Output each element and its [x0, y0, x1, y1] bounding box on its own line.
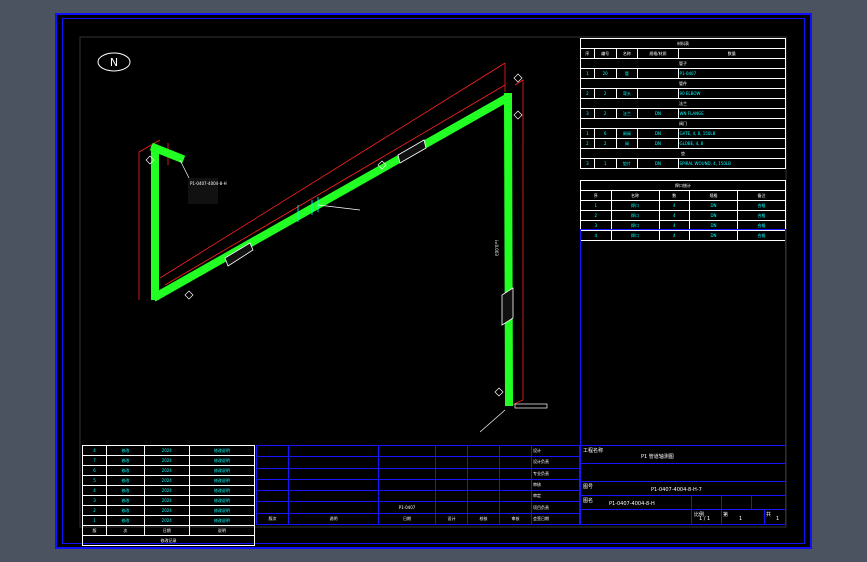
valves	[224, 139, 514, 326]
north-arrow-icon: N	[97, 52, 131, 72]
leader-lines	[179, 159, 548, 433]
scale-value: 1 / 1	[699, 516, 711, 522]
flange-icon	[297, 197, 319, 222]
table-row: 1 修改 2024 修改说明	[82, 515, 256, 526]
table-row: 2 修改 2024 修改说明	[82, 505, 256, 516]
table-row: 4 修改 2024 修改说明	[82, 445, 256, 456]
table-row: 6 修改 2024 修改说明	[82, 465, 256, 476]
drawing-border	[62, 18, 805, 544]
slope-label: i=0.003	[494, 240, 499, 256]
table-row: 3 2 法兰 DN WN FLANGE	[580, 108, 787, 119]
table-row: 1 焊口 4 DN 合格	[580, 200, 786, 211]
weld-markers	[145, 73, 523, 397]
table-row: 4 焊口 4 DN 合格	[580, 230, 786, 241]
revision-table: 4 修改 2024 修改说明 7 修改 2024 修改说明 6 修改 2024 修改说明 5 修改 2…	[82, 445, 256, 546]
table-row: 2 2 弯头 90 ELBOW	[580, 88, 787, 99]
dimension-lines	[138, 62, 524, 406]
north-label: N	[110, 56, 118, 69]
pipe-tag-box	[188, 178, 218, 204]
drawing-number: P1-0407-4004-8-H-7	[651, 487, 702, 493]
material-table: 材料表 序编号 名称 规格/材质 数量 管子 1 20 管 P1-0407 管件 2 2 弯头 9…	[580, 38, 787, 169]
table-row: 2 2 阀 DN GLOBE, 4, 8	[580, 138, 787, 149]
drawing-title: P1 管道轴测图	[641, 454, 674, 460]
pipe-route	[149, 92, 514, 407]
table-row: 3 修改 2024 修改说明	[82, 495, 256, 506]
pipe-tag: P1-0407-4004-8-H	[190, 181, 227, 186]
valve-icon	[397, 139, 427, 164]
table-row: 5 修改 2024 修改说明	[82, 475, 256, 486]
notes-area	[580, 229, 786, 445]
table-row: 1 6 闸阀 DN GATE, 4, 8, 150LB	[580, 128, 787, 139]
drawing-frame	[79, 36, 787, 528]
table-row: 7 修改 2024 修改说明	[82, 455, 256, 466]
valve-icon	[501, 287, 514, 326]
table-row: 3 1 垫片 DN SPIRAL WOUND, 4, 150LB	[580, 158, 787, 169]
table-row: 1 20 管 P1-0407	[580, 68, 787, 79]
title-block: 工程名称 P1 管道轴测图 图号 P1-0407-4004-8-H-7 图名 P…	[580, 445, 786, 525]
valve-icon	[224, 242, 254, 267]
table-row: 2 焊口 4 DN 合格	[580, 210, 786, 221]
table-row: 4 修改 2024 修改说明	[82, 485, 256, 496]
weld-table: 焊口统计 序名称数规格 备注 1 焊口 4 DN 合格 2 焊口 4 DN 合格 3 焊口 4 DN 合格…	[580, 180, 786, 241]
sign-block: 设计 设计负责 专业负责 审核 审定 P1-0407 项目负责 版次 说明 日期 设计校…	[256, 444, 580, 526]
